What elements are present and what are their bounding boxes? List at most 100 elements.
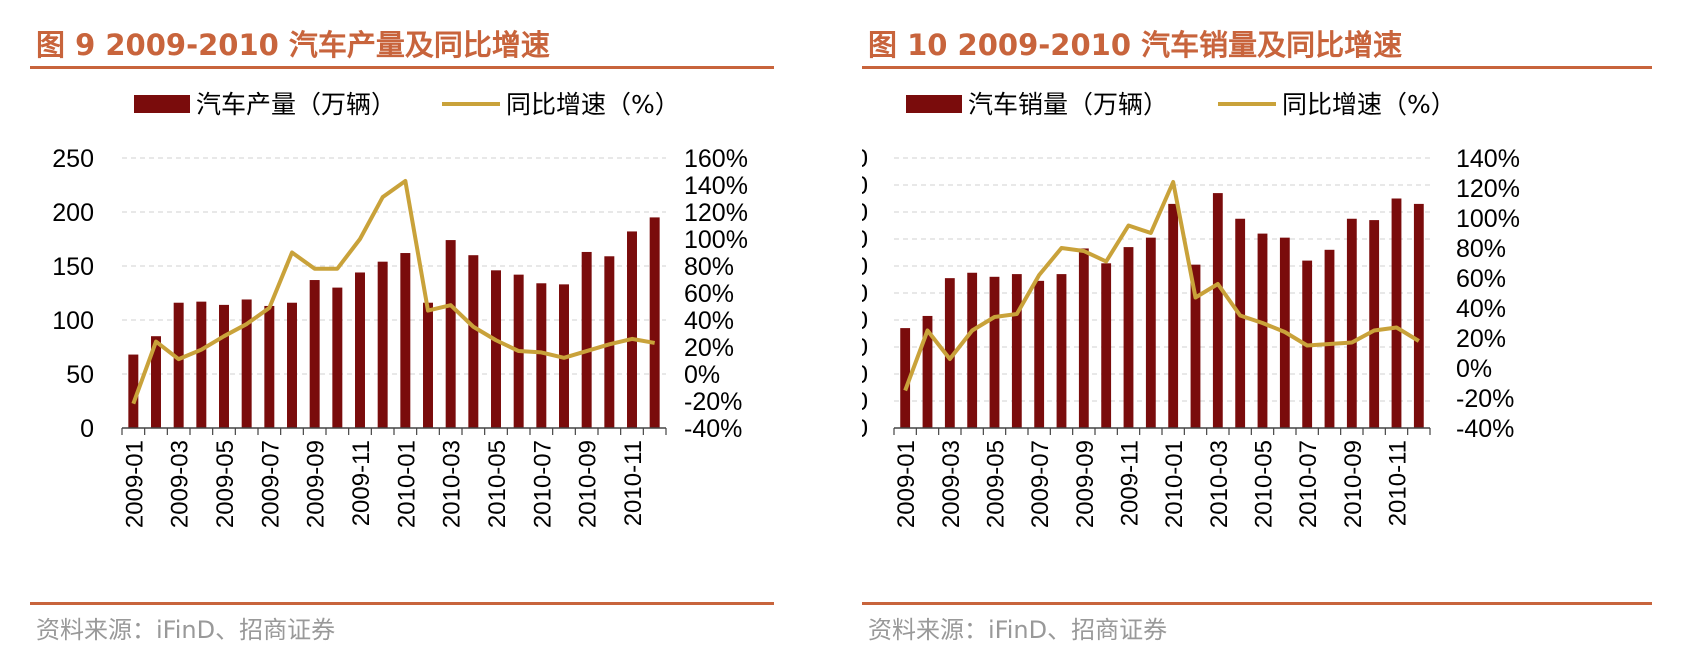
y-right-tick-label: 60% <box>684 280 734 308</box>
y-left-tick-label: 180 <box>862 172 868 200</box>
bar <box>1034 280 1045 428</box>
x-tick-label: 2010-05 <box>1251 440 1278 528</box>
bar <box>1011 274 1022 428</box>
bar <box>264 305 275 428</box>
source-rule <box>30 602 774 605</box>
bar <box>1346 218 1357 428</box>
y-right-tick-label: 160% <box>684 145 748 173</box>
bar <box>1168 203 1179 428</box>
bar <box>196 301 207 428</box>
y-left-tick-label: 100 <box>862 280 868 308</box>
x-tick-label: 2009-01 <box>893 440 920 528</box>
bar <box>287 302 297 428</box>
bar <box>1123 247 1134 428</box>
bar <box>468 255 479 428</box>
x-tick-label: 2009-11 <box>1117 440 1144 526</box>
y-left-tick-label: 250 <box>52 145 94 173</box>
bar <box>900 328 911 428</box>
bar <box>377 261 388 428</box>
y-left-tick-label: 200 <box>52 199 94 227</box>
y-right-tick-label: 20% <box>684 334 734 362</box>
x-tick-label: 2010-01 <box>393 440 420 528</box>
growth-rate-line <box>131 178 656 405</box>
bar <box>355 272 365 428</box>
title-rule <box>30 66 774 69</box>
y-left-tick-label: 160 <box>862 199 868 227</box>
x-tick-label: 2009-07 <box>1027 440 1054 528</box>
bar <box>332 287 343 428</box>
bar <box>967 272 978 428</box>
y-right-tick-label: 120% <box>1456 175 1520 203</box>
bar <box>944 278 955 428</box>
bar <box>536 283 547 428</box>
y-left-tick-label: 40 <box>862 361 868 389</box>
bar <box>241 299 252 428</box>
bar <box>423 302 433 428</box>
legend-bar-swatch <box>134 95 190 113</box>
bar <box>400 253 411 428</box>
y-left-tick-label: 20 <box>862 388 868 416</box>
y-right-tick-label: 140% <box>1456 145 1520 173</box>
x-tick-label: 2009-03 <box>938 440 965 528</box>
y-left-tick-label: 50 <box>66 361 94 389</box>
chart-title: 图 10 2009-2010 汽车销量及同比增速 <box>868 28 1403 62</box>
x-tick-label: 2009-07 <box>257 440 284 528</box>
y-left-tick-label: 140 <box>862 226 868 254</box>
bar <box>491 270 501 428</box>
x-tick-label: 2010-03 <box>1206 440 1233 528</box>
x-tick-label: 2010-07 <box>1295 440 1322 528</box>
bar <box>581 251 592 428</box>
x-tick-label: 2010-05 <box>484 440 511 528</box>
chart-panel-sales: 图 10 2009-2010 汽车销量及同比增速 020406080100120… <box>862 0 1672 650</box>
y-right-tick-label: 100% <box>684 226 748 254</box>
bar <box>1145 237 1156 428</box>
x-tick-label: 2010-09 <box>575 440 602 528</box>
y-right-tick-label: -20% <box>684 388 742 416</box>
bar <box>922 315 933 428</box>
bar <box>1369 220 1380 428</box>
bar <box>989 276 1000 428</box>
y-right-tick-label: 100% <box>1456 205 1520 233</box>
y-right-tick-label: 40% <box>684 307 734 335</box>
y-right-tick-label: -20% <box>1456 385 1514 413</box>
legend-bar-swatch <box>906 95 962 113</box>
y-left-tick-label: 60 <box>862 334 868 362</box>
title-rule <box>862 66 1652 69</box>
source-note: 资料来源：iFinD、招商证券 <box>36 616 336 644</box>
chart-panel-production: 图 9 2009-2010 汽车产量及同比增速 0 50 100 150 200 250 -… <box>30 0 840 650</box>
bar <box>173 302 184 428</box>
bar <box>1257 233 1268 428</box>
bar <box>627 231 637 428</box>
y-left-tick-label: 200 <box>862 145 868 173</box>
y-right-tick-label: 20% <box>1456 325 1506 353</box>
x-tick-label: 2010-01 <box>1161 440 1188 528</box>
x-tick-label: 2010-03 <box>439 440 466 528</box>
x-tick-label: 2009-09 <box>303 440 330 528</box>
x-tick-label: 2009-01 <box>121 440 148 528</box>
y-left-tick-label: 120 <box>862 253 868 281</box>
legend-line-label: 同比增速（%） <box>506 90 680 119</box>
x-tick-label: 2010-07 <box>529 440 556 528</box>
bar <box>1391 198 1402 428</box>
legend-line-label: 同比增速（%） <box>1282 90 1456 119</box>
production-chart: 0 50 100 150 200 250 -40%-20%0%20%40%60%80%100… <box>52 90 748 528</box>
bar <box>1190 264 1201 428</box>
y-left-tick-label: 0 <box>80 415 94 443</box>
y-left-tick-label: 80 <box>862 307 868 335</box>
legend-bar-label: 汽车产量（万辆） <box>196 90 396 119</box>
y-left-tick-label: 0 <box>862 415 868 443</box>
sales-chart: 020406080100120140160180200 -40%-20%0%20%… <box>862 90 1520 528</box>
x-tick-label: 2010-11 <box>1385 440 1412 526</box>
bar <box>1235 218 1246 428</box>
bar <box>649 217 660 428</box>
bar <box>1101 263 1112 428</box>
x-tick-label: 2010-11 <box>620 440 647 526</box>
bar <box>1324 249 1335 428</box>
y-right-tick-label: 40% <box>1456 295 1506 323</box>
source-note: 资料来源：iFinD、招商证券 <box>868 616 1168 644</box>
y-left-tick-label: 100 <box>52 307 94 335</box>
x-tick-label: 2009-05 <box>983 440 1010 528</box>
y-right-tick-label: -40% <box>684 415 742 443</box>
y-right-tick-label: 60% <box>1456 265 1506 293</box>
y-left-tick-label: 150 <box>52 253 94 281</box>
